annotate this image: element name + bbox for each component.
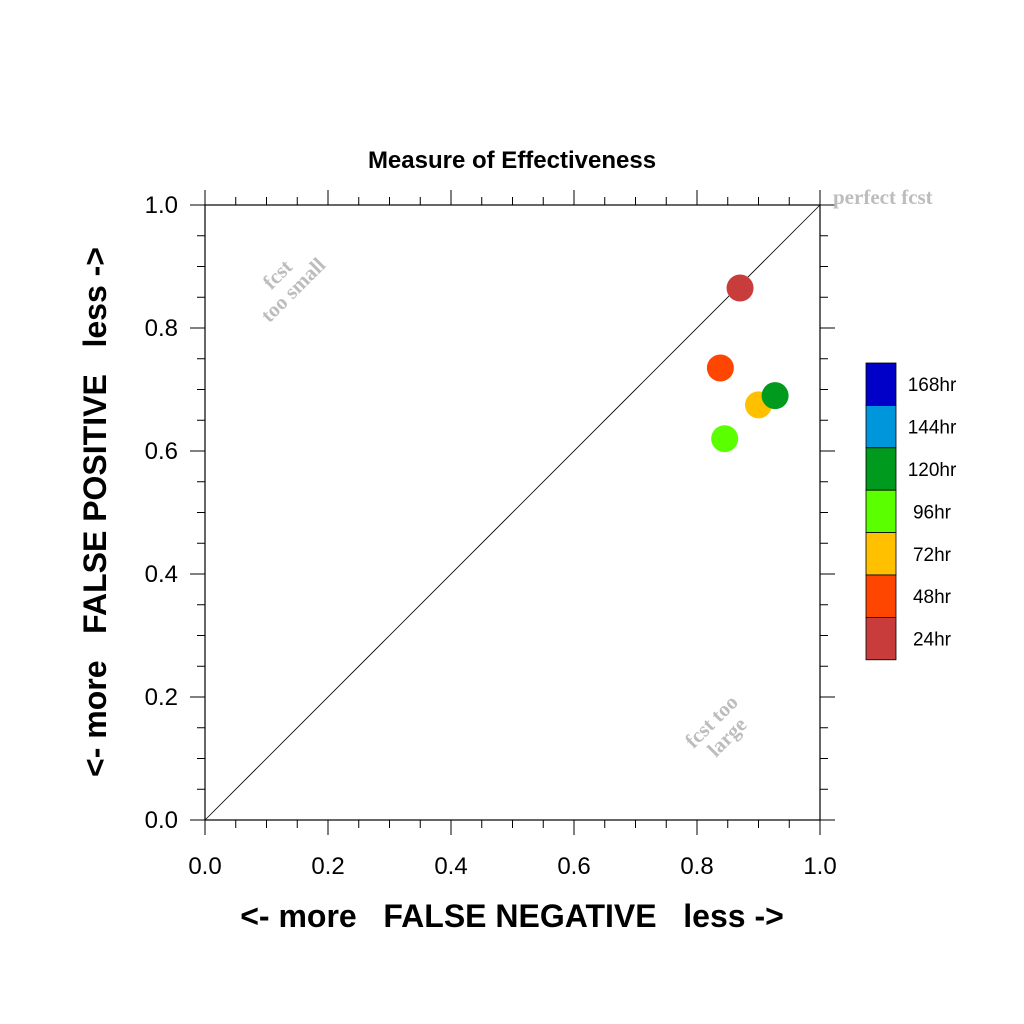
data-point-48hr	[706, 354, 734, 382]
too-small-line-2: too small	[256, 253, 330, 327]
legend-swatch-24hr	[865, 617, 897, 661]
x-tick-label: 0.8	[680, 853, 713, 880]
y-tick-label: 0.6	[145, 438, 178, 465]
legend-swatch-72hr	[865, 532, 897, 576]
data-points	[706, 274, 789, 453]
legend-label-72hr: 72hr	[913, 545, 952, 566]
chart-title: Measure of Effectiveness	[368, 147, 656, 174]
legend-label-96hr: 96hr	[913, 502, 952, 523]
data-point-96hr	[711, 425, 739, 453]
y-tick-label: 0.8	[145, 315, 178, 342]
data-point-120hr	[761, 382, 789, 410]
data-point-24hr	[726, 274, 754, 302]
legend-swatch-168hr	[865, 362, 897, 406]
legend-swatch-120hr	[865, 447, 897, 491]
legend: 168hr 144hr 120hr 96hr 72hr 48hr 24hr	[865, 362, 957, 661]
legend-swatch-48hr	[865, 574, 897, 618]
x-tick-label: 0.2	[311, 853, 344, 880]
diagonal-reference-line	[204, 204, 821, 821]
y-tick-label: 0.2	[145, 684, 178, 711]
x-tick-label: 0.4	[434, 853, 467, 880]
legend-label-48hr: 48hr	[913, 587, 952, 608]
y-tick-label: 0.0	[145, 807, 178, 834]
x-tick-label: 0.6	[557, 853, 590, 880]
y-tick-label: 1.0	[145, 192, 178, 219]
legend-label-168hr: 168hr	[908, 375, 957, 396]
x-axis-title: <- more FALSE NEGATIVE less ->	[240, 898, 784, 934]
legend-swatch-96hr	[865, 489, 897, 534]
too-large-annotation: fcst too large	[680, 690, 751, 761]
y-tick-label: 0.4	[145, 561, 178, 588]
x-tick-label: 1.0	[803, 853, 836, 880]
tick-labels: 0.0 0.2 0.4 0.6 0.8 1.0 0.0 0.2 0.4 0.6 0.8 1.0	[145, 192, 837, 880]
legend-label-120hr: 120hr	[908, 460, 957, 481]
legend-swatch-144hr	[865, 404, 897, 449]
axis-ticks	[190, 190, 835, 835]
perfect-forecast-annotation: perfect fcst	[833, 185, 933, 209]
x-tick-label: 0.0	[188, 853, 221, 880]
y-axis-title: <- more FALSE POSITIVE less ->	[77, 247, 113, 777]
legend-label-24hr: 24hr	[913, 630, 952, 651]
legend-label-144hr: 144hr	[908, 418, 957, 439]
too-small-annotation: fcst too small	[256, 253, 330, 327]
